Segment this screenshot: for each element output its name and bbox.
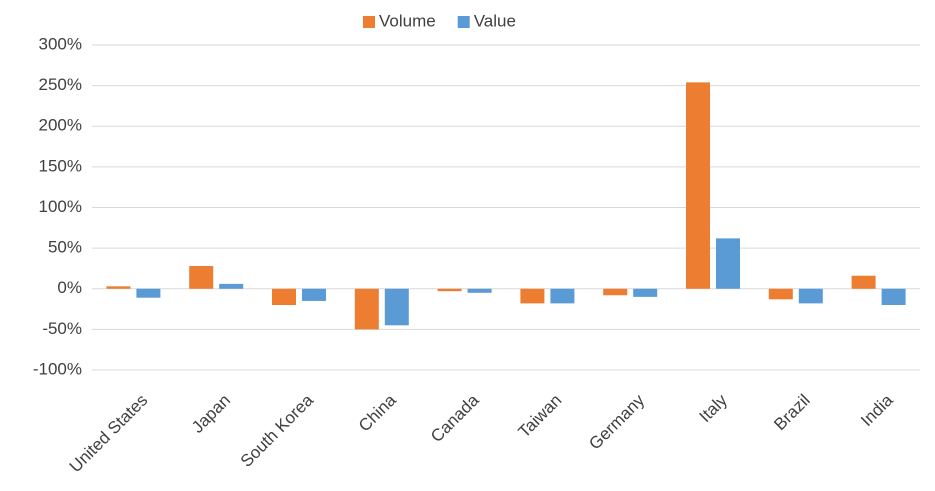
bar (633, 288, 658, 297)
bar (716, 238, 740, 289)
x-tick-label: Japan (188, 391, 234, 437)
bar (189, 266, 214, 289)
y-tick-label: 50% (48, 238, 82, 257)
legend-swatch (457, 16, 470, 28)
y-tick-label: 250% (39, 75, 82, 94)
bar (798, 288, 823, 304)
y-tick-label: 200% (39, 116, 82, 135)
x-tick-label: Canada (427, 390, 483, 446)
bar (768, 288, 793, 300)
legend-label: Value (474, 11, 516, 30)
x-tick-label: Germany (585, 390, 648, 453)
y-tick-label: 300% (39, 34, 82, 53)
legend-label: Volume (379, 11, 436, 30)
x-tick-label: Italy (696, 390, 732, 426)
x-tick-label: South Korea (237, 390, 318, 471)
x-tick-label: China (355, 390, 400, 435)
x-tick-label: India (857, 390, 897, 430)
bar (520, 288, 545, 304)
x-tick-label: Taiwan (515, 391, 566, 442)
y-tick-label: -100% (33, 359, 82, 378)
legend-swatch (363, 16, 375, 28)
y-tick-label: 0% (57, 278, 82, 297)
bar (603, 288, 628, 296)
bar (106, 286, 131, 289)
x-tick-label: United States (66, 391, 152, 477)
bar (272, 288, 296, 305)
y-tick-label: 150% (39, 156, 82, 175)
bar (467, 288, 492, 293)
bar (437, 288, 462, 292)
bar (219, 283, 244, 289)
y-tick-label: 100% (39, 197, 82, 216)
x-tick-label: Brazil (770, 391, 813, 434)
bar (851, 275, 876, 289)
bar (354, 288, 379, 330)
bar (550, 288, 575, 304)
bar (136, 288, 161, 298)
y-tick-label: -50% (42, 319, 82, 338)
bar (302, 288, 326, 301)
bar (384, 288, 409, 326)
bar (686, 82, 710, 289)
bar (881, 288, 906, 305)
